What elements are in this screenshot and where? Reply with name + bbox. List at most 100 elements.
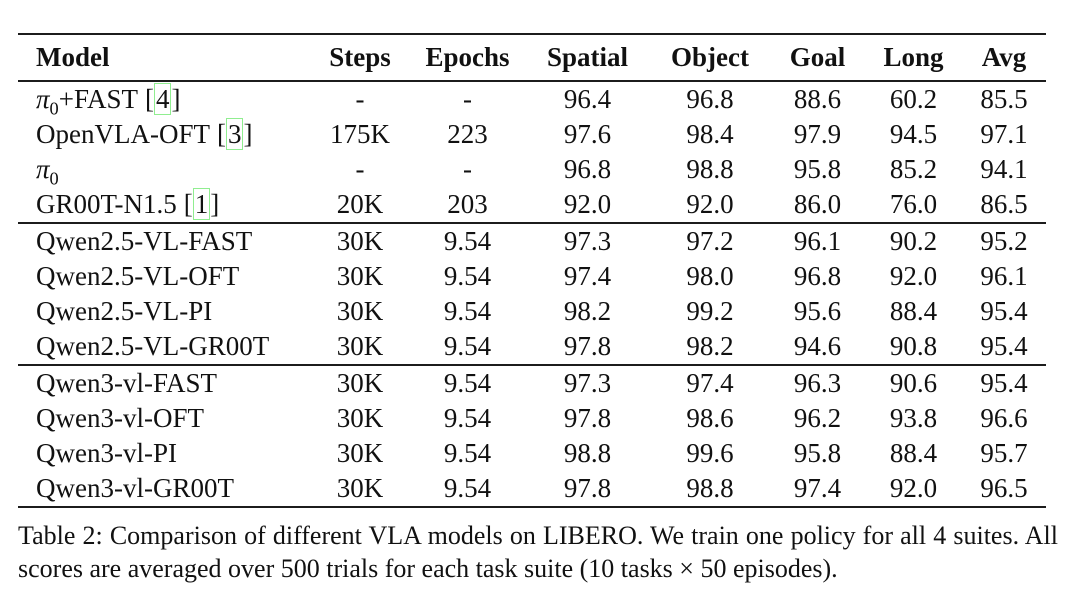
table-row: Qwen2.5-VL-OFT[] 30K 9.54 97.4 98.0 96.8… xyxy=(18,259,1046,294)
epochs-value: - xyxy=(463,154,472,184)
steps-value: 30K xyxy=(336,473,384,503)
steps-value: 30K xyxy=(336,226,384,256)
paper-table-figure: Model Steps Epochs Spatial Object Goal L… xyxy=(18,33,1058,585)
long-score: 94.5 xyxy=(889,119,938,149)
column-header-avg: Avg xyxy=(962,34,1046,82)
object-score: 97.4 xyxy=(686,368,734,398)
spatial-score: 97.3 xyxy=(563,226,612,256)
table-row: π0[] - - 96.8 98.8 95.8 85.2 94.1 xyxy=(18,152,1046,189)
object-score: 98.8 xyxy=(686,154,734,184)
object-score: 98.4 xyxy=(686,119,734,149)
avg-score: 95.7 xyxy=(980,438,1028,468)
column-header-spatial: Spatial xyxy=(525,34,650,82)
long-score: 88.4 xyxy=(889,438,938,468)
avg-score: 94.1 xyxy=(980,154,1028,184)
long-score: 90.6 xyxy=(889,368,938,398)
long-score: 90.8 xyxy=(889,331,938,361)
model-name: π0+FAST [4] xyxy=(18,81,310,119)
object-score: 92.0 xyxy=(686,189,734,219)
table-row: Qwen2.5-VL-FAST[] 30K 9.54 97.3 97.2 96.… xyxy=(18,223,1046,259)
spatial-score: 97.8 xyxy=(563,403,612,433)
model-name: Qwen2.5-VL-PI[] xyxy=(18,294,310,329)
spatial-score: 98.2 xyxy=(563,296,612,326)
table-caption-line2: scores are averaged over 500 trials for … xyxy=(18,554,838,583)
table-row: Qwen3-vl-OFT[] 30K 9.54 97.8 98.6 96.2 9… xyxy=(18,401,1046,436)
long-score: 88.4 xyxy=(889,296,938,326)
table-caption: Table 2: Comparison of different VLA mod… xyxy=(18,519,1058,585)
epochs-value: 9.54 xyxy=(443,438,492,468)
steps-value: - xyxy=(355,84,365,114)
results-table: Model Steps Epochs Spatial Object Goal L… xyxy=(18,33,1046,508)
object-score: 96.8 xyxy=(686,84,734,114)
object-score: 98.8 xyxy=(686,473,734,503)
spatial-score: 97.3 xyxy=(563,368,612,398)
avg-score: 96.6 xyxy=(980,403,1028,433)
object-score: 98.0 xyxy=(686,261,734,291)
model-name: Qwen3-vl-PI[] xyxy=(18,436,310,471)
long-score: 92.0 xyxy=(889,261,938,291)
steps-value: 30K xyxy=(336,403,384,433)
steps-value: - xyxy=(355,154,365,184)
spatial-score: 97.8 xyxy=(563,331,612,361)
table-caption-line1: Table 2: Comparison of different VLA mod… xyxy=(18,521,1058,550)
avg-score: 95.4 xyxy=(980,331,1028,361)
goal-score: 95.8 xyxy=(793,438,842,468)
model-name: Qwen3-vl-FAST[] xyxy=(18,365,310,401)
citation-bracket: [ xyxy=(144,84,154,114)
epochs-value: 9.54 xyxy=(443,296,492,326)
spatial-score: 98.8 xyxy=(563,438,612,468)
long-score: 92.0 xyxy=(889,473,938,503)
citation-link[interactable]: [4] xyxy=(144,83,180,115)
goal-score: 96.1 xyxy=(793,226,842,256)
model-name: Qwen2.5-VL-OFT[] xyxy=(18,259,310,294)
object-score: 97.2 xyxy=(686,226,734,256)
goal-score: 86.0 xyxy=(793,189,842,219)
model-name: Qwen2.5-VL-GR00T[] xyxy=(18,329,310,365)
model-name-text: Qwen3-vl-GR00T xyxy=(36,473,234,503)
citation-link[interactable]: [1] xyxy=(184,188,219,220)
table-group-qwen3: Qwen3-vl-FAST[] 30K 9.54 97.3 97.4 96.3 … xyxy=(18,365,1046,507)
table-row: Qwen2.5-VL-GR00T[] 30K 9.54 97.8 98.2 94… xyxy=(18,329,1046,365)
goal-score: 96.8 xyxy=(793,261,842,291)
table-row: Qwen3-vl-GR00T[] 30K 9.54 97.8 98.8 97.4… xyxy=(18,471,1046,507)
model-name-text: Qwen3-vl-FAST xyxy=(36,368,217,398)
goal-score: 97.9 xyxy=(793,119,842,149)
model-name-subscript: 0 xyxy=(49,98,59,119)
table-group-qwen25: Qwen2.5-VL-FAST[] 30K 9.54 97.3 97.2 96.… xyxy=(18,223,1046,365)
steps-value: 20K xyxy=(336,189,384,219)
model-name-text: Qwen2.5-VL-GR00T xyxy=(36,331,270,361)
table-row: Qwen3-vl-FAST[] 30K 9.54 97.3 97.4 96.3 … xyxy=(18,365,1046,401)
model-name-subscript: 0 xyxy=(49,168,59,189)
long-score: 85.2 xyxy=(889,154,938,184)
citation-link[interactable]: [3] xyxy=(216,118,252,150)
goal-score: 96.3 xyxy=(793,368,842,398)
column-header-goal: Goal xyxy=(770,34,865,82)
model-name-text: +FAST xyxy=(58,84,138,114)
column-header-object: Object xyxy=(650,34,770,82)
model-name: Qwen3-vl-GR00T[] xyxy=(18,471,310,507)
model-name-text: Qwen3-vl-PI xyxy=(36,438,177,468)
avg-score: 97.1 xyxy=(980,119,1028,149)
model-name: π0[] xyxy=(18,152,310,189)
epochs-value: - xyxy=(463,84,472,114)
avg-score: 85.5 xyxy=(980,84,1028,114)
long-score: 76.0 xyxy=(889,189,938,219)
column-header-long: Long xyxy=(865,34,962,82)
steps-value: 30K xyxy=(336,261,384,291)
goal-score: 96.2 xyxy=(793,403,842,433)
model-name: GR00T-N1.5 [1] xyxy=(18,187,310,223)
goal-score: 94.6 xyxy=(793,331,842,361)
epochs-value: 9.54 xyxy=(443,473,492,503)
citation-number: 4 xyxy=(153,83,172,115)
model-name-text: Qwen3-vl-OFT xyxy=(36,403,204,433)
steps-value: 30K xyxy=(336,296,384,326)
model-name-text: π xyxy=(36,154,50,184)
spatial-score: 97.4 xyxy=(563,261,612,291)
column-header-epochs: Epochs xyxy=(410,34,525,82)
epochs-value: 9.54 xyxy=(443,261,492,291)
citation-bracket: [ xyxy=(216,119,226,149)
goal-score: 97.4 xyxy=(793,473,842,503)
avg-score: 96.1 xyxy=(980,261,1028,291)
avg-score: 95.4 xyxy=(980,368,1028,398)
column-header-steps: Steps xyxy=(310,34,410,82)
